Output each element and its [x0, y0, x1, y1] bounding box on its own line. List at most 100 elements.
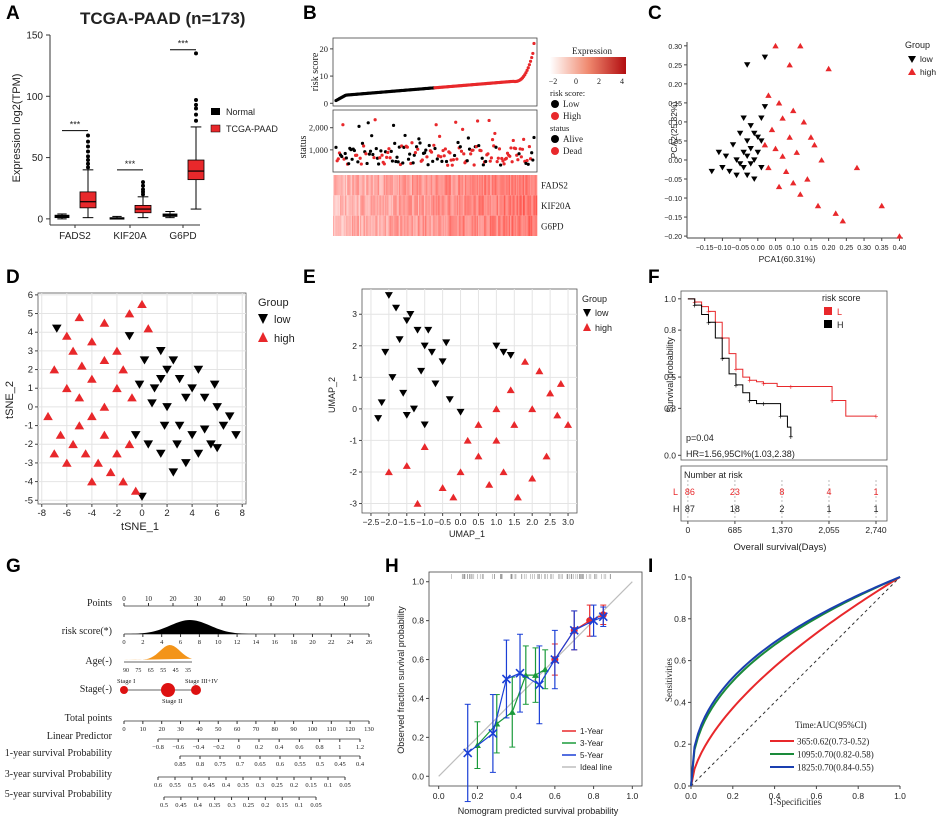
d-point-low [212, 403, 222, 412]
a-ytick-label: 50 [32, 153, 44, 164]
b-heatmap-cell [452, 215, 454, 236]
g-y3-tick-label: 0.05 [339, 782, 350, 789]
b-heatmap-cell [374, 175, 376, 196]
c-point-low [747, 146, 754, 152]
b-heatmap-cell [456, 175, 459, 196]
b-heatmap-cell [429, 175, 432, 196]
g-stage-i-label: Stage I [117, 678, 135, 685]
b-heatmap-cell [371, 195, 374, 216]
b-risk-point [530, 55, 534, 60]
panel-d-legend-title: Group [258, 297, 289, 309]
b-heatmap-cell [375, 215, 377, 236]
b-status-point [414, 145, 419, 149]
g-y3-tick-label: 0.35 [237, 782, 248, 789]
b-heatmap-cell [389, 195, 392, 216]
f-table-h-value: 18 [730, 504, 740, 514]
g-points-tick-label: 10 [145, 595, 153, 603]
b-status-point [454, 120, 458, 124]
b-status-point [459, 149, 464, 153]
b-status-point [522, 137, 526, 141]
b-heatmap-cell [419, 195, 421, 216]
b-heatmap-cell [381, 215, 383, 236]
g-lp-tick-label: −0.4 [193, 744, 206, 751]
panel-c-plot-area: −0.15 −0.10 −0.05 0.00 0.05 0.10 0.15 0.20 0.25 0… [664, 42, 906, 252]
b-status-point [358, 156, 362, 160]
b-heatmap-cell [440, 175, 442, 196]
c-point-high [825, 65, 832, 72]
b-heatmap-cell [343, 215, 346, 236]
a-xtick-label: G6PD [169, 231, 196, 242]
b-heatmap-cell [532, 195, 534, 216]
g-points-tick-label: 50 [243, 595, 251, 603]
h-ytick-label: 0.0 [412, 771, 424, 781]
b-risk-ytick-label: 20 [320, 44, 329, 54]
f-table-l-value: 4 [826, 487, 831, 497]
b-heatmap-cell [485, 215, 487, 236]
b-heatmap-cell [336, 195, 339, 216]
b-heatmap-cell [494, 195, 497, 216]
b-heatmap-cell [364, 175, 367, 196]
c-point-low [740, 165, 747, 171]
b-heatmap-cell [399, 215, 401, 236]
d-point-low [231, 431, 241, 440]
b-heatmap-cell [393, 175, 395, 196]
b-status-point [434, 123, 438, 127]
b-heatmap-cell [453, 195, 455, 216]
b-heatmap-cell [344, 195, 347, 216]
b-heatmap-cell [526, 195, 528, 216]
b-heatmap-cell [454, 195, 456, 216]
b-status-point [395, 155, 399, 159]
b-heatmap-cell [522, 195, 525, 216]
g-total-tick-label: 20 [158, 726, 165, 733]
g-risk-tick-label: 4 [160, 639, 164, 646]
g-row-label: Points [87, 598, 112, 609]
b-heatmap-cell [351, 195, 354, 216]
b-heatmap-cell [453, 215, 455, 236]
b-status-point [500, 156, 504, 161]
g-lp-tick-label: −0.2 [213, 744, 225, 751]
c-xtick-label: −0.15 [696, 245, 714, 252]
e-point-low [424, 326, 433, 334]
b-heatmap-cell [353, 175, 355, 196]
panel-i-plot-area: 0.0 0.2 0.4 0.6 0.8 1.0 0.0 0.2 0.4 0.6 0.8 1.0 Time… [674, 572, 906, 801]
a-outlier [86, 158, 90, 163]
g-risk-tick-label: 6 [179, 639, 183, 646]
b-heatmap-cell [455, 215, 458, 236]
panel-c-ylabel: PCA2(25.82%) [669, 101, 679, 158]
b-heatmap-cell [447, 195, 449, 216]
b-heatmap-cell [335, 175, 337, 196]
panel-i-roc: Sensitivities 1-Specificities 0.0 0.2 0.4 0… [664, 572, 906, 807]
c-point-low [736, 161, 744, 167]
e-point-high [492, 436, 501, 444]
b-heatmap-cell [394, 195, 396, 216]
b-heatmap-cell [450, 175, 453, 196]
g-total-tick-label: 50 [215, 726, 222, 733]
e-point-high [485, 481, 494, 488]
b-heatmap-cell [400, 215, 402, 236]
b-heatmap-cell [382, 215, 385, 236]
b-heatmap-cell [506, 215, 508, 236]
b-heatmap-cell [487, 175, 489, 196]
c-point-high [768, 126, 776, 133]
d-point-high [74, 393, 85, 402]
b-heatmap-cell [449, 215, 452, 236]
d-point-high [124, 439, 135, 449]
b-heatmap-cell [492, 215, 494, 236]
b-heatmap-cell [505, 175, 507, 196]
f-table-l-value: 8 [779, 487, 784, 497]
panel-d-xlabel: tSNE_1 [121, 521, 159, 533]
b-heatmap-cell [433, 175, 435, 196]
b-heatmap-cell [424, 215, 427, 236]
panel-e-plot-area: −2.5 −2.0 −1.5 −1.0 −0.5 0.0 0.5 1.0 1.5 2.0 2.5 3.… [349, 288, 578, 527]
panel-a-legend: Normal TCGA-PAAD [210, 107, 278, 134]
c-point-low [733, 157, 740, 163]
b-heatmap-cell [380, 195, 382, 216]
b-heatmap-cell [416, 195, 419, 216]
panel-f-legend-title: risk score [822, 293, 861, 303]
g-total-tick-label: 130 [364, 726, 374, 733]
b-heatmap-cell [350, 195, 353, 216]
b-heatmap-cell [333, 215, 335, 236]
b-heatmap-cell [529, 195, 532, 216]
b-heatmap-cell [500, 195, 502, 216]
